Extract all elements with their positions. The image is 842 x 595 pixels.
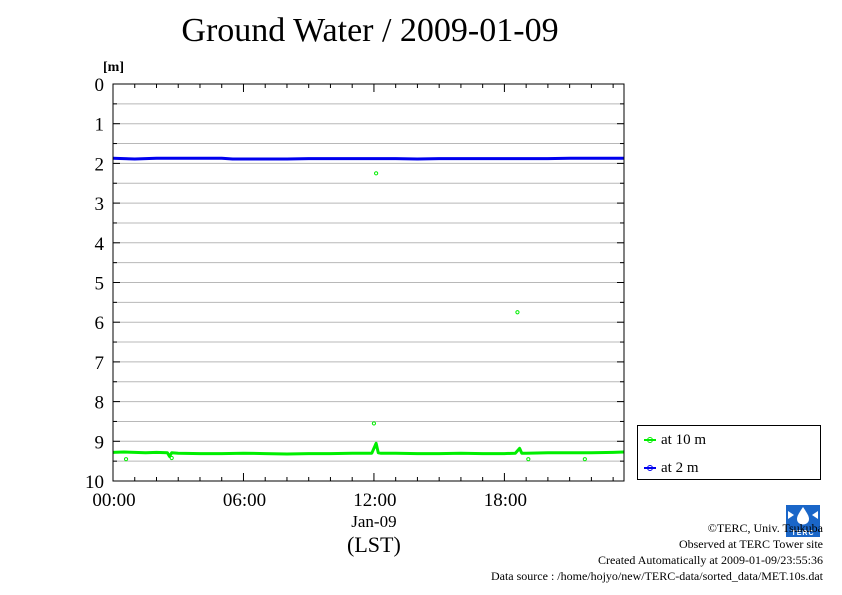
grid-lines xyxy=(113,103,624,462)
legend-label-10m: at 10 m xyxy=(661,431,706,448)
x-tick-label: 18:00 xyxy=(484,490,527,511)
y-tick-label: 3 xyxy=(95,194,105,215)
terc-logo: TERC xyxy=(784,503,822,537)
outlier-point-10m xyxy=(123,457,129,462)
y-tick-label: 10 xyxy=(85,472,104,493)
y-tick-label: 6 xyxy=(95,313,105,334)
copyright-text: ©TERC, Univ. Tsukuba xyxy=(707,521,823,535)
logo-text: TERC xyxy=(791,530,815,537)
y-tick-label: 4 xyxy=(95,234,105,255)
source-text: Data source : /home/hojyo/new/TERC-data/… xyxy=(490,569,823,583)
outlier-point-10m xyxy=(169,455,174,461)
x-date-label: Jan-09 xyxy=(351,512,396,531)
legend-item-2m: at 2 m xyxy=(644,458,699,478)
series-line-10m xyxy=(112,441,625,458)
terc-logo-icon xyxy=(784,503,822,537)
outlier-point-10m xyxy=(374,171,379,176)
y-tick-label: 5 xyxy=(95,274,105,295)
legend-swatch-10m xyxy=(644,437,656,443)
x-tick-label: 06:00 xyxy=(223,490,266,511)
y-tick-label: 9 xyxy=(95,432,105,453)
legend-swatch-2m xyxy=(644,465,656,471)
y-tick-label: 1 xyxy=(95,115,105,136)
y-tick-label: 7 xyxy=(95,353,105,374)
outlier-point-10m xyxy=(582,457,587,462)
series-line-2m xyxy=(112,156,624,161)
outlier-point-10m xyxy=(526,457,531,462)
legend-label-2m: at 2 m xyxy=(661,459,699,476)
observed-text: Observed at TERC Tower site xyxy=(678,537,823,551)
legend-item-10m: at 10 m xyxy=(644,430,706,450)
y-tick-label: 0 xyxy=(95,75,105,96)
y-axis-label: [m] xyxy=(103,60,124,75)
credits: ©TERC, Univ. Tsukuba Observed at TERC To… xyxy=(491,520,823,584)
axis-labels: 0 1 2 3 4 5 6 7 8 9 10 [m] 00:00 06:00 12:00 18:00 Jan-0… xyxy=(85,60,527,557)
outlier-point-10m xyxy=(371,421,377,426)
created-text: Created Automatically at 2009-01-09/23:5… xyxy=(598,553,823,567)
legend: at 10 m at 2 m xyxy=(637,425,821,480)
x-tick-label: 12:00 xyxy=(353,490,396,511)
series-layer xyxy=(112,156,625,462)
outlier-point-10m xyxy=(515,310,520,315)
y-tick-label: 8 xyxy=(95,393,105,414)
y-tick-label: 2 xyxy=(95,154,105,175)
chart-title: Ground Water / 2009-01-09 xyxy=(181,12,559,49)
x-axis-label: (LST) xyxy=(347,532,401,557)
axis-ticks xyxy=(112,83,624,482)
x-tick-label: 00:00 xyxy=(92,490,135,511)
